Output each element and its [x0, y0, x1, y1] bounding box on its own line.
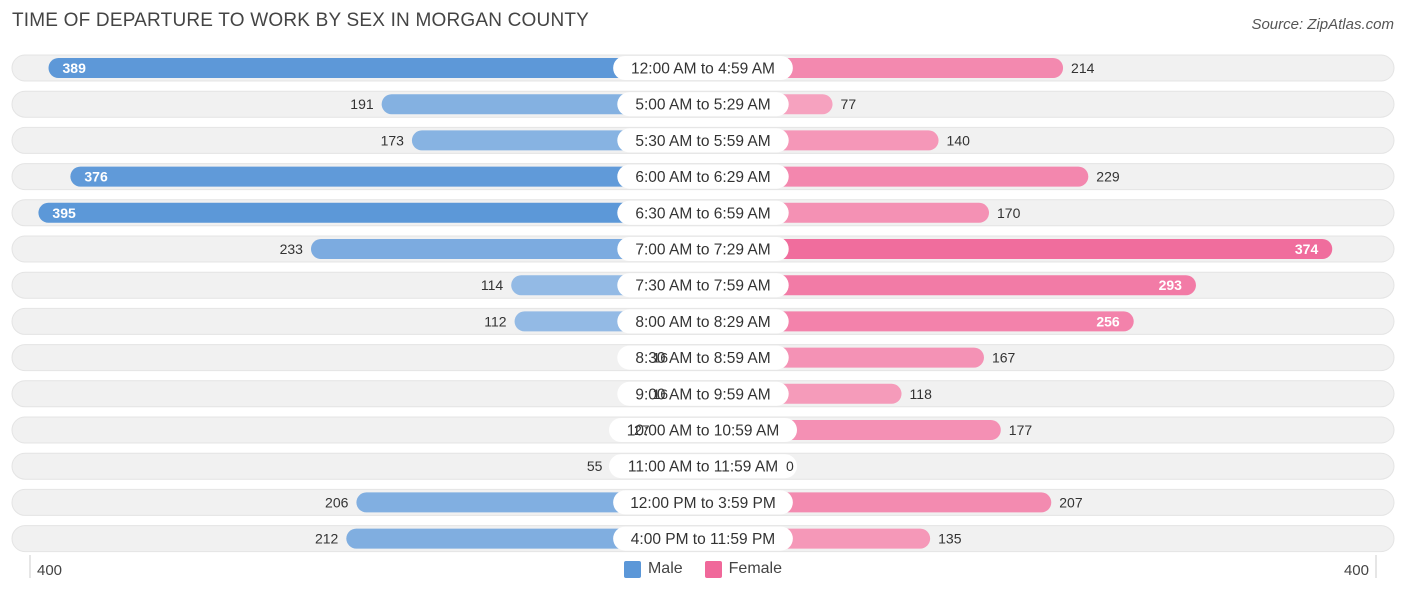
value-label-female: 207: [1059, 494, 1083, 510]
legend-swatch-female: [704, 560, 722, 578]
value-label-female: 0: [786, 458, 794, 474]
chart-source: Source: ZipAtlas.com: [1251, 16, 1394, 33]
value-label-female: 170: [997, 205, 1021, 221]
category-label-bg: [617, 273, 789, 298]
legend: Male Female: [0, 560, 1406, 578]
category-label: 5:30 AM to 5:59 AM: [635, 133, 770, 150]
value-label-male: 16: [653, 350, 669, 366]
value-label-male: 212: [315, 531, 339, 547]
category-label-bg: [613, 56, 793, 80]
value-label-male: 112: [484, 313, 507, 329]
value-label-male: 233: [280, 241, 304, 257]
value-label-male: 55: [587, 458, 603, 474]
bar-female: [693, 239, 1333, 259]
bar-female: [693, 166, 1089, 187]
category-label: 12:00 AM to 4:59 AM: [631, 61, 775, 78]
category-label: 5:00 AM to 5:29 AM: [635, 97, 770, 114]
legend-label-male: Male: [647, 560, 683, 577]
value-label-male: 27: [634, 422, 650, 438]
category-label: 7:30 AM to 7:59 AM: [635, 278, 770, 295]
bar-male: [310, 239, 713, 259]
value-label-male: 395: [52, 205, 76, 221]
category-label: 12:00 PM to 3:59 PM: [630, 495, 776, 512]
value-label-female: 167: [992, 350, 1016, 366]
value-label-female: 77: [841, 96, 857, 112]
value-label-male: 173: [381, 132, 405, 148]
legend-label-female: Female: [728, 560, 783, 577]
category-label: 6:30 AM to 6:59 AM: [635, 205, 770, 222]
category-label-bg: [613, 526, 793, 551]
value-label-male: 376: [84, 169, 108, 185]
category-label: 4:00 PM to 11:59 PM: [631, 531, 775, 548]
category-label: 10:00 AM to 10:59 AM: [627, 423, 780, 440]
category-label: 6:00 AM to 6:29 AM: [635, 169, 770, 186]
value-label-female: 229: [1096, 169, 1120, 185]
category-label: 9:00 AM to 9:59 AM: [635, 386, 770, 403]
bar-male: [38, 202, 714, 223]
value-label-male: 191: [350, 96, 374, 112]
category-label-bg: [617, 92, 789, 117]
bar-female: [693, 275, 1196, 296]
category-label-bg: [617, 381, 789, 406]
legend-swatch-male: [623, 560, 641, 578]
category-label: 8:00 AM to 8:29 AM: [635, 314, 770, 331]
value-label-male: 114: [481, 277, 504, 293]
value-label-male: 206: [325, 494, 349, 510]
value-label-male: 389: [63, 60, 87, 76]
category-label: 7:00 AM to 7:29 AM: [635, 242, 770, 259]
axis-right-label: 400: [1343, 562, 1369, 579]
legend-item-female: Female: [704, 560, 783, 578]
legend-item-male: Male: [623, 560, 683, 578]
bar-male: [70, 166, 713, 187]
value-label-female: 177: [1009, 422, 1033, 438]
bar-male: [48, 58, 713, 78]
category-label-bg: [617, 309, 789, 334]
category-label-bg: [617, 164, 789, 189]
category-label: 8:30 AM to 8:59 AM: [635, 350, 770, 367]
category-label-bg: [609, 418, 797, 442]
category-label-bg: [617, 200, 789, 225]
value-label-female: 135: [938, 531, 962, 547]
value-label-male: 16: [653, 386, 669, 402]
value-label-female: 256: [1096, 313, 1120, 329]
category-label: 11:00 AM to 11:59 AM: [628, 459, 778, 476]
category-label-bg: [609, 454, 797, 479]
bar-female: [693, 311, 1134, 332]
value-label-female: 293: [1159, 277, 1183, 293]
category-label-bg: [613, 490, 793, 515]
chart-title: TIME OF DEPARTURE TO WORK BY SEX IN MORG…: [12, 10, 590, 31]
value-label-female: 374: [1295, 241, 1319, 257]
value-label-female: 118: [910, 386, 933, 402]
value-label-female: 140: [947, 132, 971, 148]
category-label-bg: [617, 128, 789, 153]
value-label-female: 214: [1071, 60, 1095, 76]
category-label-bg: [617, 237, 789, 261]
axis-left-label: 400: [37, 562, 63, 579]
category-label-bg: [617, 345, 789, 370]
